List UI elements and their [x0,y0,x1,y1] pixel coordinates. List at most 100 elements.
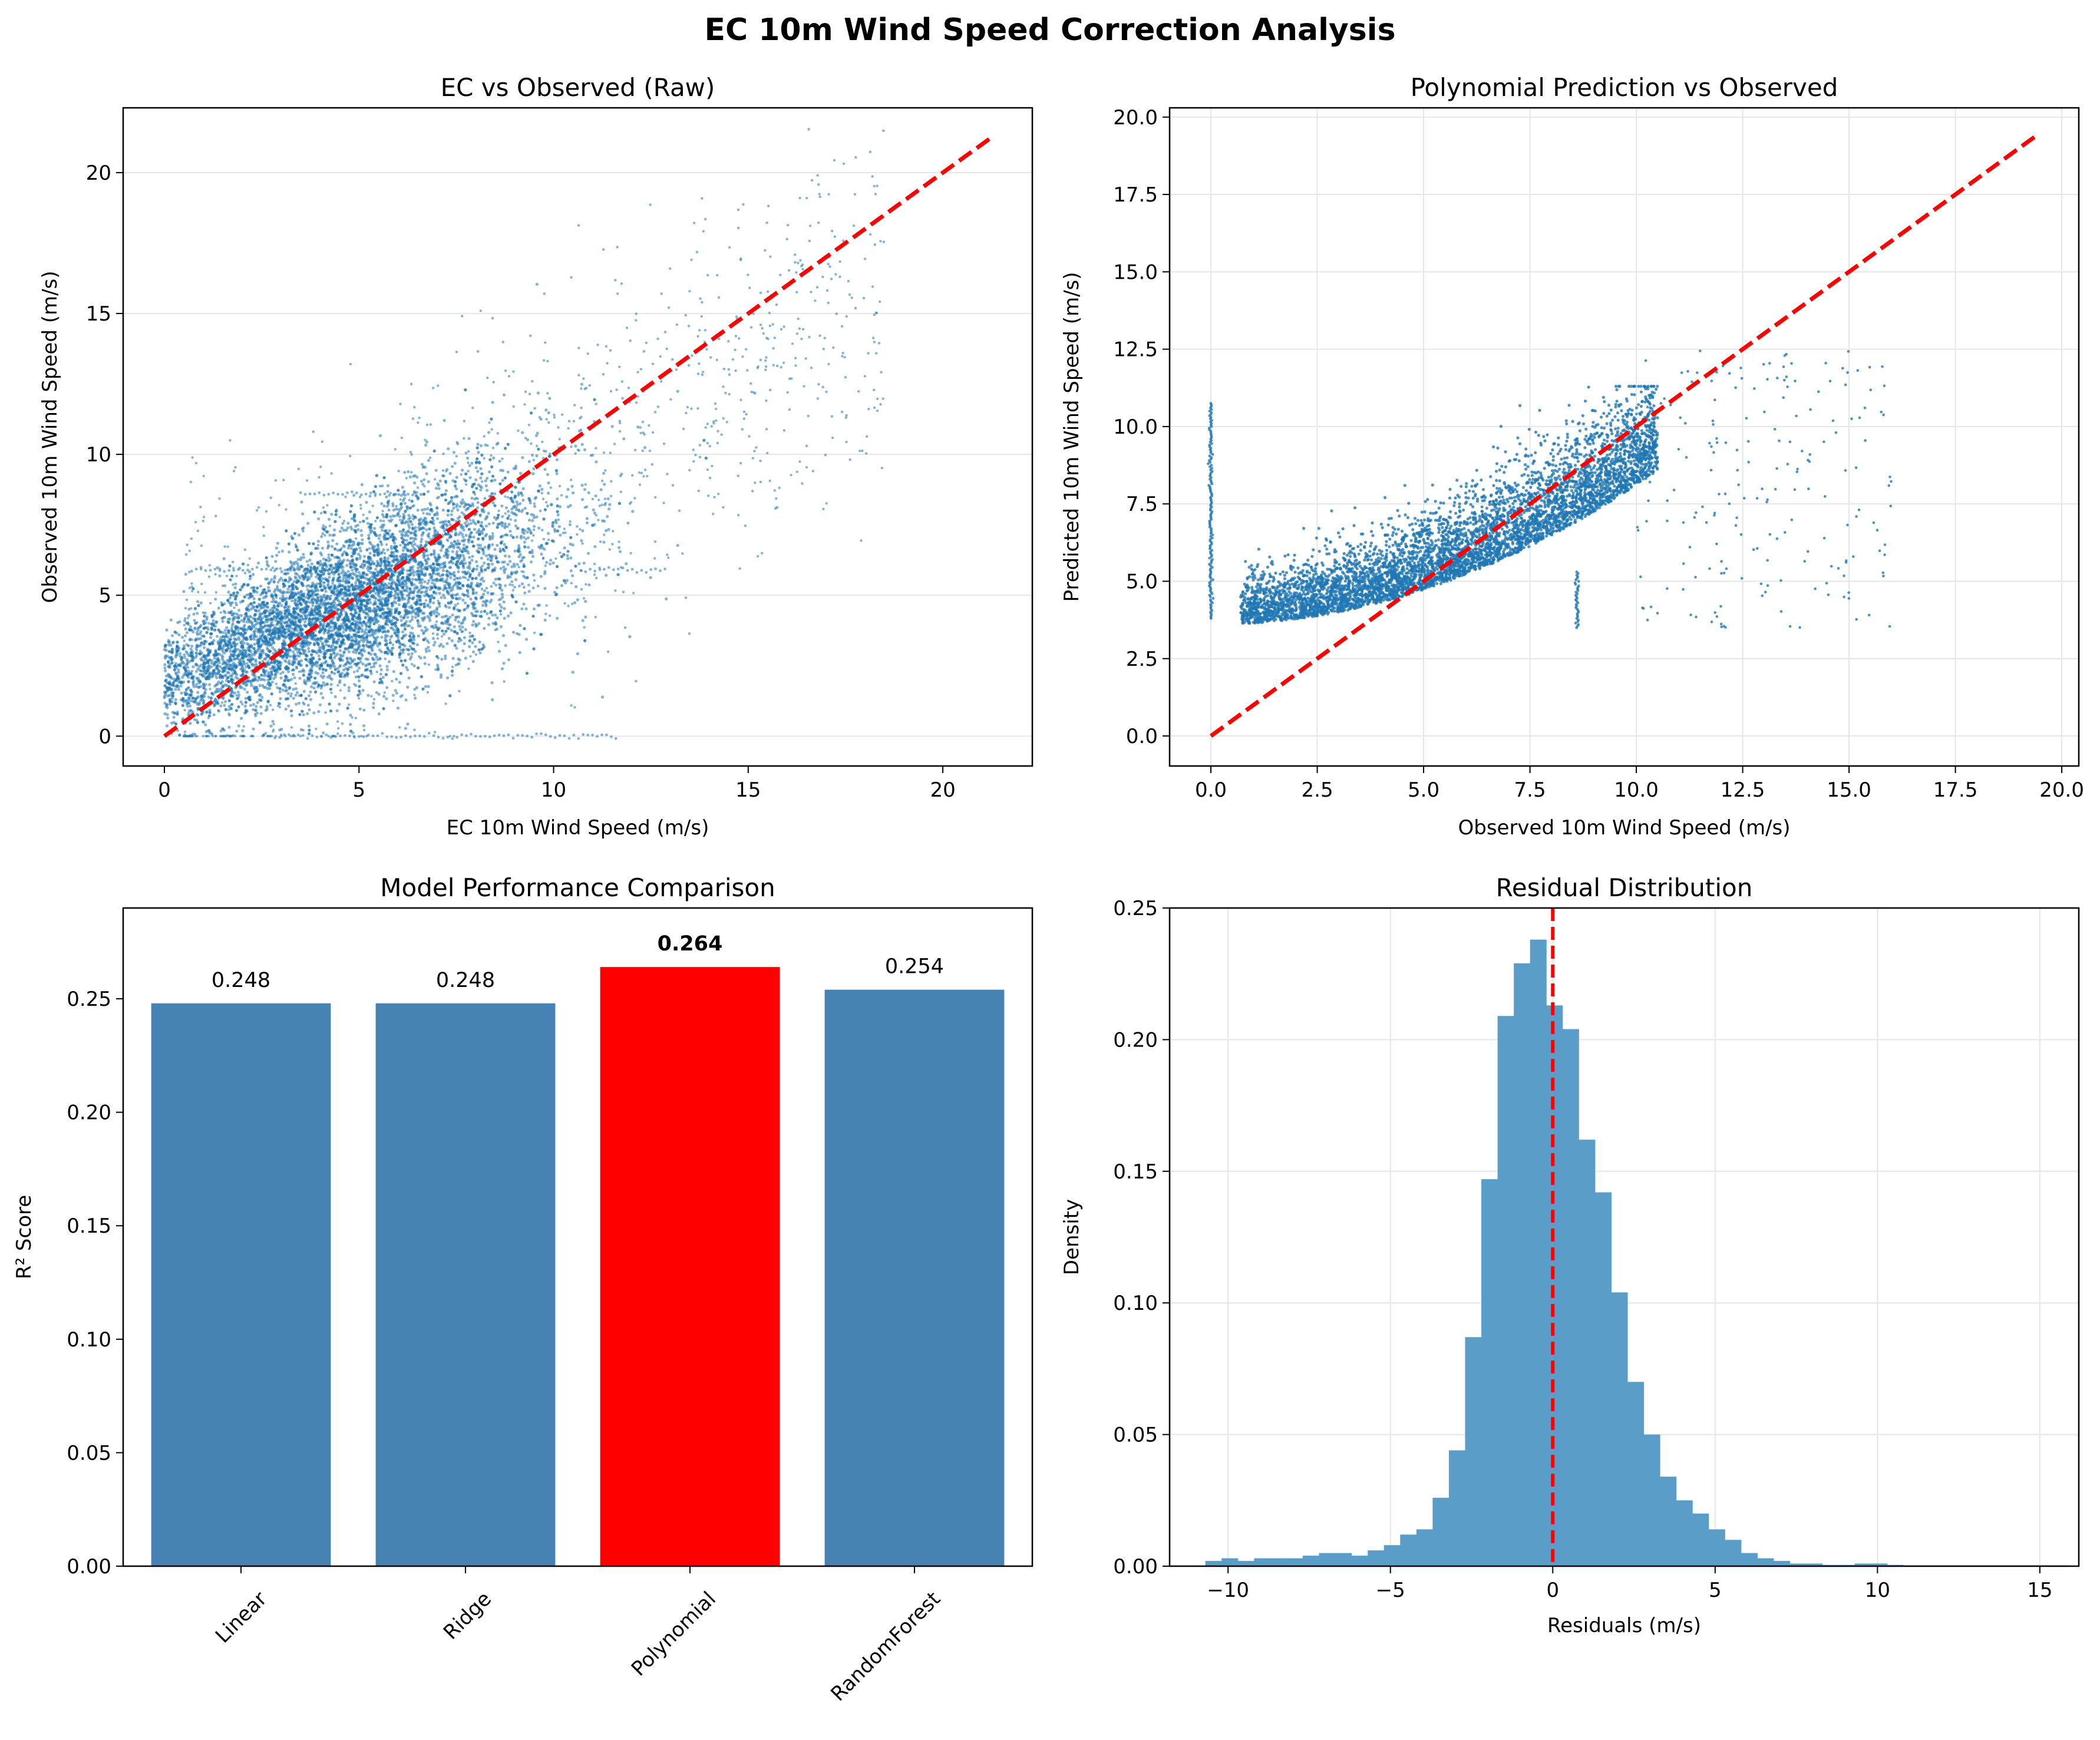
scatter-point [423,580,427,584]
scatter-point [594,494,597,498]
scatter-point [287,670,290,673]
scatter-point [501,478,504,482]
scatter-point [431,636,435,640]
scatter-point [350,544,354,547]
scatter-point [320,535,323,539]
scatter-point [298,701,301,705]
scatter-point [246,691,249,694]
scatter-point [207,695,210,699]
scatter-point [381,513,384,517]
scatter-point [546,473,550,476]
scatter-point [346,570,350,573]
scatter-point [202,720,206,724]
scatter-point [359,661,362,664]
scatter-point [363,554,366,558]
x-tick-label: 10 [541,778,566,802]
scatter-point [499,625,503,629]
scatter-point [252,573,255,576]
scatter-point [302,553,305,556]
scatter-point [490,562,494,566]
scatter-point [280,549,284,553]
scatter-point [250,620,253,624]
scatter-point [432,534,435,538]
scatter-point [236,691,240,694]
scatter-point [348,656,352,660]
scatter-point [364,615,367,619]
scatter-point [417,634,420,638]
scatter-point [435,610,439,614]
scatter-point [447,636,451,640]
scatter-point [319,595,322,599]
scatter-point [425,562,428,566]
scatter-point [270,681,274,684]
x-tick-label: 0 [158,778,171,802]
scatter-point [232,653,235,657]
scatter-point [331,643,335,647]
scatter-point [288,662,292,666]
scatter-point [461,535,465,539]
scatter-point [199,637,203,640]
scatter-point [378,664,382,668]
scatter-point [440,563,443,566]
scatter-point [540,552,543,556]
scatter-point [535,515,539,519]
scatter-point [547,491,550,495]
scatter-point [526,438,530,441]
scatter-point [234,582,237,586]
scatter-point [441,566,445,569]
scatter-point [360,533,364,537]
scatter-point [273,673,277,676]
scatter-point [425,540,428,544]
scatter-point [529,529,532,533]
scatter-point [377,537,381,540]
scatter-point [603,483,606,486]
scatter-point [451,543,455,547]
scatter-point [665,597,668,601]
scatter-point [372,665,376,668]
scatter-point [212,619,215,622]
scatter-point [260,695,264,699]
scatter-point [390,547,394,550]
scatter-point [468,556,471,559]
scatter-point [347,650,351,653]
scatter-point [433,513,437,517]
scatter-point [399,619,403,622]
scatter-point [243,662,246,666]
scatter-point [427,490,430,493]
scatter-point [500,606,503,609]
scatter-point [205,711,209,714]
scatter-point [476,470,480,473]
scatter-point [259,585,263,588]
scatter-point [219,704,223,708]
scatter-point [361,653,364,658]
scatter-point [357,643,361,647]
scatter-point [510,565,514,569]
scatter-point [519,536,523,540]
scatter-point [458,625,461,628]
scatter-point [553,527,557,531]
scatter-point [449,576,453,580]
scatter-point [214,697,217,701]
scatter-point [587,491,590,494]
scatter-point [218,574,222,577]
scatter-point [544,408,548,412]
scatter-point [228,596,232,600]
scatter-point [168,700,172,704]
scatter-point [438,521,442,524]
scatter-point [400,623,404,627]
scatter-point [555,458,559,461]
scatter-point [574,444,577,448]
scatter-point [362,640,365,643]
scatter-point [411,615,414,619]
scatter-point [491,622,495,625]
scatter-ec-vs-observed: EC vs Observed (Raw)EC 10m Wind Speed (m… [38,73,1034,840]
scatter-point [547,411,550,415]
scatter-point [375,691,378,694]
scatter-point [523,591,527,595]
scatter-point [386,484,390,488]
scatter-point [469,521,473,525]
scatter-point [387,660,391,663]
scatter-point [367,534,371,537]
scatter-point [237,693,241,697]
scatter-point [552,561,555,565]
